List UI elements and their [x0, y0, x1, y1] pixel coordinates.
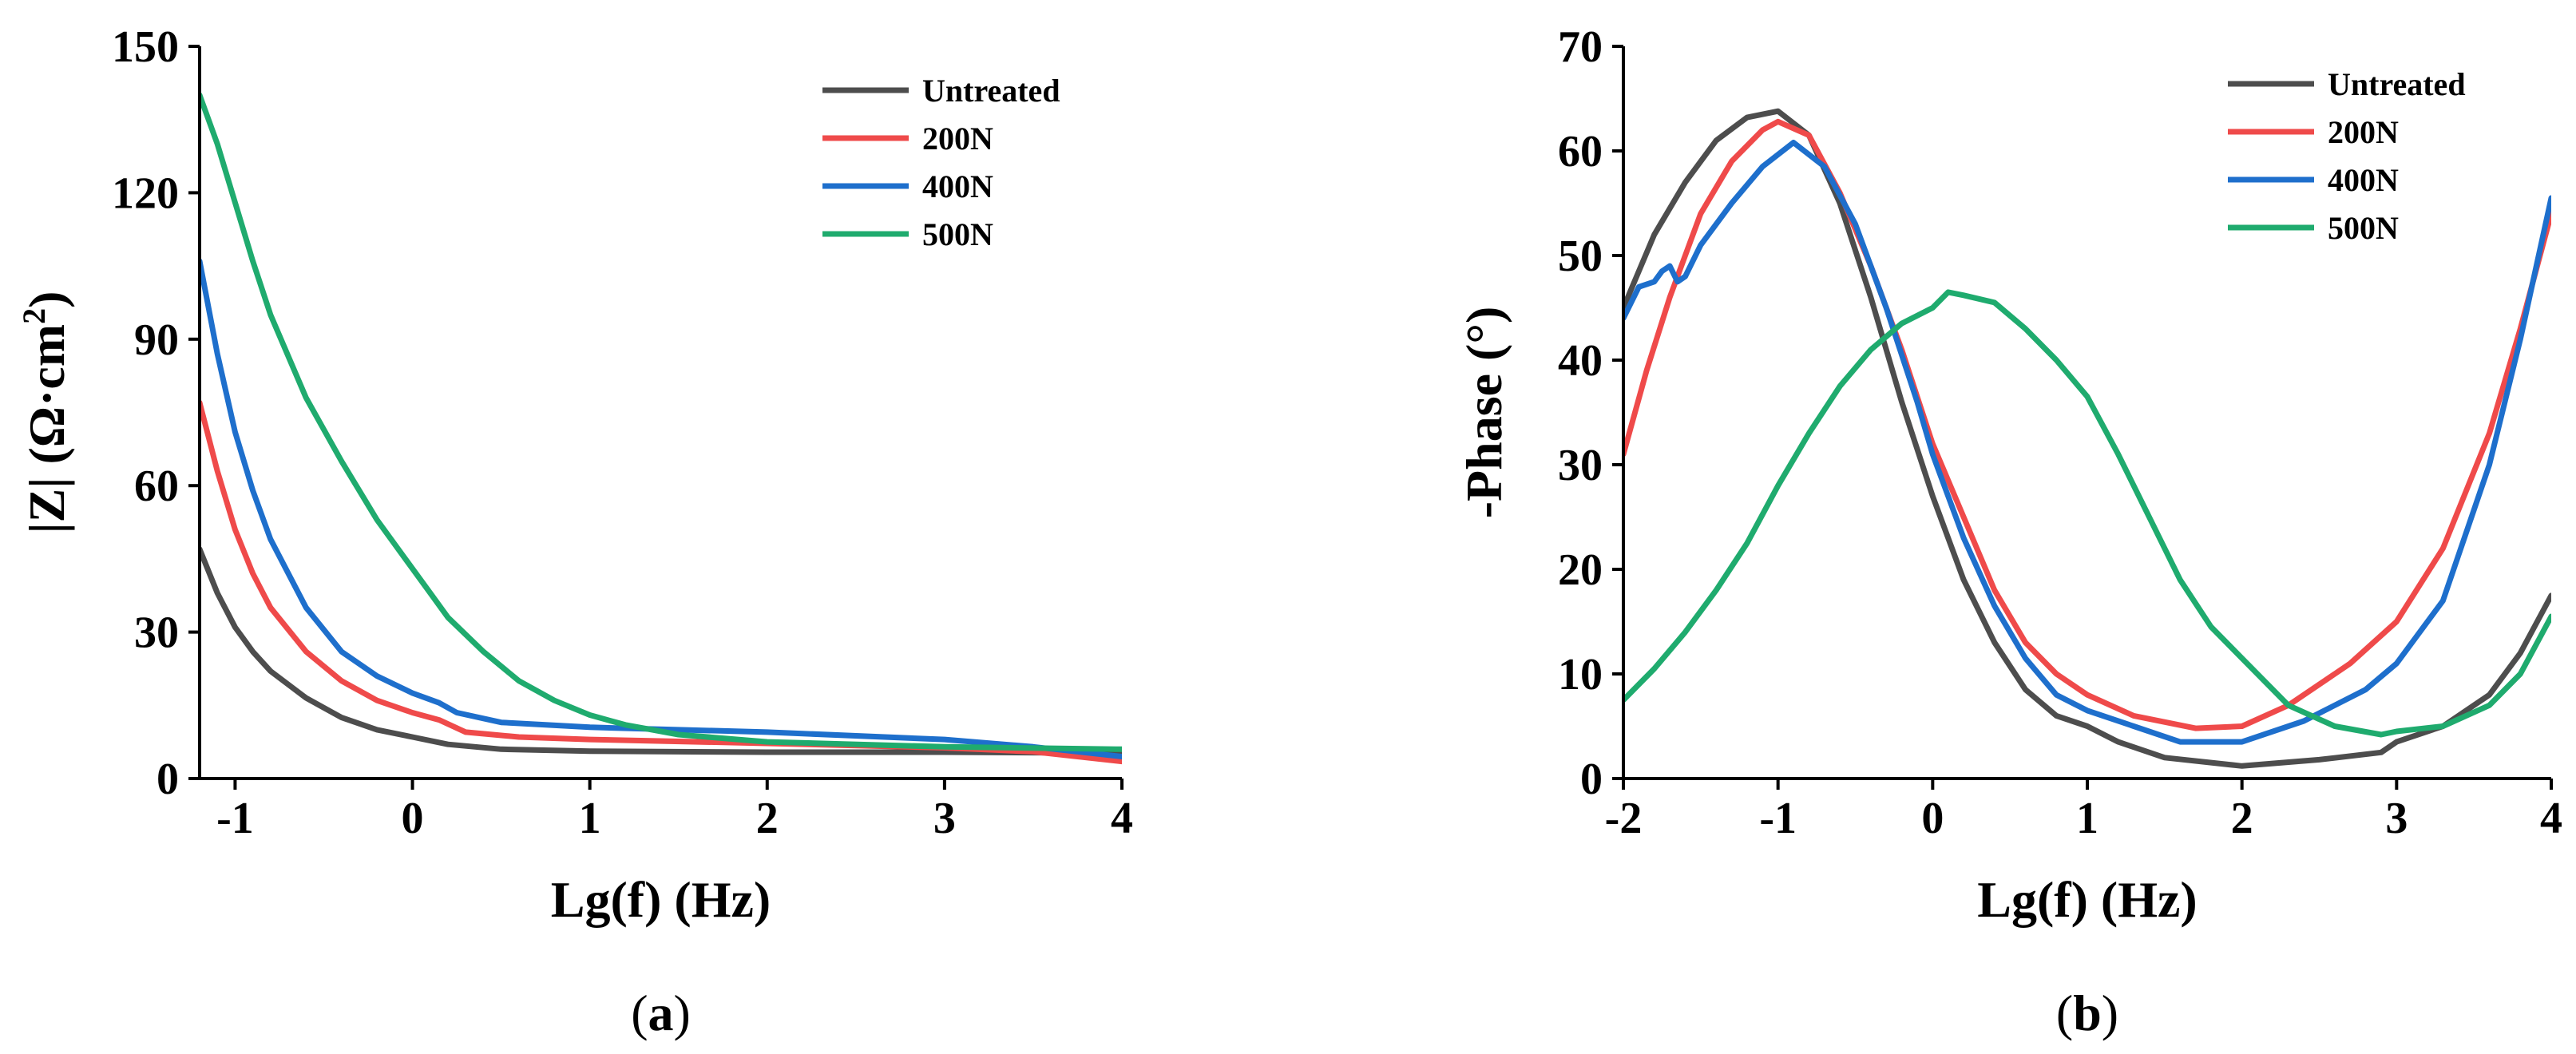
y-tick-label: 0	[157, 755, 179, 804]
y-axis-title: -Phase (°)	[1456, 307, 1512, 519]
x-tick-label: 3	[2385, 794, 2408, 843]
x-tick-label: 4	[1111, 794, 1133, 843]
y-tick-label: 40	[1558, 336, 1603, 386]
panel-label: (b)	[2056, 985, 2118, 1041]
x-tick-label: 4	[2540, 794, 2562, 843]
legend-label-200n: 200N	[2328, 114, 2399, 150]
x-axis-title: Lg(f) (Hz)	[551, 871, 771, 928]
x-tick-label: 1	[579, 794, 601, 843]
x-tick-label: 2	[2231, 794, 2253, 843]
legend-label-500n: 500N	[2328, 210, 2399, 246]
legend-label-untreated: Untreated	[2328, 66, 2466, 102]
y-tick-label: 30	[1558, 441, 1603, 490]
x-tick-label: -1	[1759, 794, 1797, 843]
x-tick-label: 3	[933, 794, 956, 843]
series-line-500n	[200, 92, 1122, 752]
legend-label-500n: 500N	[922, 216, 993, 252]
y-tick-label: 30	[134, 608, 179, 658]
y-tick-label: 70	[1558, 22, 1603, 72]
y-axis-title: |Z| (Ω·cm2)	[16, 291, 75, 534]
x-tick-label: 0	[402, 794, 424, 843]
y-tick-label: 150	[112, 22, 179, 72]
x-tick-label: -2	[1605, 794, 1643, 843]
x-tick-label: 1	[2076, 794, 2098, 843]
y-tick-label: 90	[134, 315, 179, 365]
series-line-500n	[1623, 289, 2551, 738]
series-line-400n	[200, 258, 1122, 759]
y-tick-label: 20	[1558, 545, 1603, 595]
x-axis-title: Lg(f) (Hz)	[1977, 871, 2197, 928]
x-tick-label: -1	[216, 794, 254, 843]
legend-label-400n: 400N	[922, 168, 993, 204]
y-tick-label: 0	[1580, 755, 1603, 804]
y-tick-label: 120	[112, 168, 179, 218]
series-line-400n	[1623, 140, 2551, 745]
series-line-untreated	[200, 546, 1122, 756]
legend-label-200n: 200N	[922, 121, 993, 157]
series-line-200n	[1623, 118, 2551, 731]
series-line-untreated	[1623, 108, 2551, 769]
x-tick-label: 0	[1921, 794, 1944, 843]
legend-label-400n: 400N	[2328, 162, 2399, 198]
x-tick-label: 2	[756, 794, 779, 843]
panel-label: (a)	[631, 985, 691, 1041]
y-tick-label: 10	[1558, 650, 1603, 699]
legend-label-untreated: Untreated	[922, 73, 1060, 109]
y-tick-label: 50	[1558, 232, 1603, 281]
y-tick-label: 60	[134, 462, 179, 511]
y-tick-label: 60	[1558, 127, 1603, 176]
chart-panel-a: -1 0 1 2 3 4 0 30 60 90 120 150 Lg(f) (Hz) |Z| (Ω·cm2…	[16, 22, 1133, 1041]
